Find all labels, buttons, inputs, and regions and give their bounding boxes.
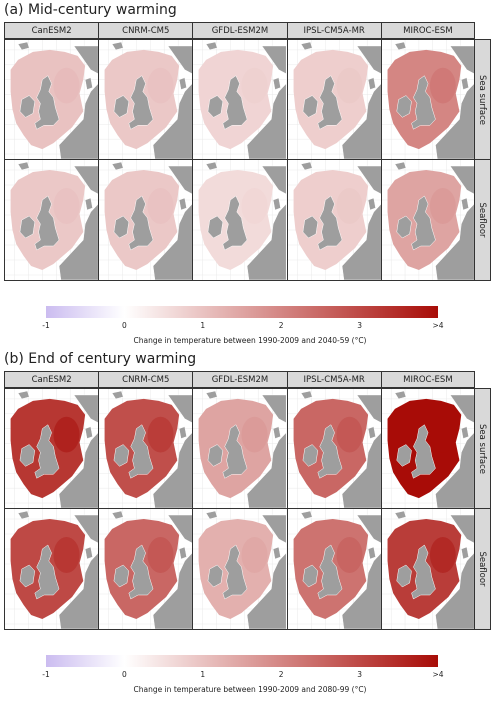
map-panel	[286, 388, 381, 509]
map-panel	[98, 509, 193, 630]
model-header: CanESM2	[4, 22, 99, 39]
map-panel	[380, 160, 475, 281]
colorbar-tick-label: 3	[357, 670, 362, 679]
colorbar-ticks-mid-century: -1 0 1 2 3 >4	[42, 321, 443, 335]
panel-grid-end-century: CanESM2 CNRM-CM5 GFDL-ESM2M IPSL-CM5A-MR MIR…	[4, 371, 491, 630]
map-panel	[4, 509, 99, 630]
colorbar-tick-label: >4	[432, 670, 444, 679]
map-panel	[286, 509, 381, 630]
model-header: IPSL-CM5A-MR	[286, 371, 381, 388]
row-label: Sea surface	[477, 74, 488, 125]
colorbar-tick-label: 0	[122, 670, 127, 679]
colorbar-tick-label: 2	[278, 670, 284, 679]
model-header: CNRM-CM5	[98, 22, 193, 39]
grid-corner	[475, 22, 491, 39]
map-panel	[98, 388, 193, 509]
colorbar-tick-label: 2	[278, 321, 284, 330]
map-panel	[286, 39, 381, 160]
section-a-title: (a) Mid-century warming	[4, 2, 177, 18]
map-panel	[4, 388, 99, 509]
section-b-title: (b) End of century warming	[4, 351, 197, 367]
map-panel	[192, 39, 287, 160]
map-panel	[98, 39, 193, 160]
row-label-strip: Sea surface	[474, 388, 491, 509]
row-label-strip: Sea surface	[474, 39, 491, 160]
row-label-strip: Seafloor	[474, 509, 491, 630]
row-label: Seafloor	[477, 551, 488, 587]
model-header: CNRM-CM5	[98, 371, 193, 388]
model-header: MIROC-ESM	[380, 22, 475, 39]
colorbar-mid-century	[46, 306, 438, 318]
colorbar-tick-label: -1	[42, 321, 50, 330]
colorbar-caption-mid-century: Change in temperature between 1990-2009 …	[133, 336, 367, 345]
row-label: Seafloor	[477, 202, 488, 238]
map-panel	[380, 509, 475, 630]
model-header: MIROC-ESM	[380, 371, 475, 388]
colorbar-tick-label: 0	[122, 321, 127, 330]
model-header: IPSL-CM5A-MR	[286, 22, 381, 39]
map-panel	[380, 39, 475, 160]
colorbar-tick-label: 1	[200, 670, 206, 679]
model-header: GFDL-ESM2M	[192, 371, 287, 388]
map-panel	[286, 160, 381, 281]
colorbar-tick-label: 3	[357, 321, 362, 330]
row-label-strip: Seafloor	[474, 160, 491, 281]
map-panel	[98, 160, 193, 281]
map-panel	[192, 388, 287, 509]
row-label: Sea surface	[477, 423, 488, 474]
model-header: CanESM2	[4, 371, 99, 388]
colorbar-tick-label: 1	[200, 321, 206, 330]
colorbar-tick-label: >4	[432, 321, 444, 330]
panel-grid-mid-century: CanESM2 CNRM-CM5 GFDL-ESM2M IPSL-CM5A-MR MIR…	[4, 22, 491, 281]
colorbar-end-century	[46, 655, 438, 667]
colorbar-caption-end-century: Change in temperature between 1990-2009 …	[133, 685, 367, 694]
colorbar-tick-label: -1	[42, 670, 50, 679]
model-header: GFDL-ESM2M	[192, 22, 287, 39]
map-panel	[380, 388, 475, 509]
grid-corner	[475, 371, 491, 388]
map-panel	[4, 160, 99, 281]
map-panel	[192, 160, 287, 281]
map-panel	[192, 509, 287, 630]
colorbar-ticks-end-century: -1 0 1 2 3 >4	[42, 670, 443, 684]
map-panel	[4, 39, 99, 160]
